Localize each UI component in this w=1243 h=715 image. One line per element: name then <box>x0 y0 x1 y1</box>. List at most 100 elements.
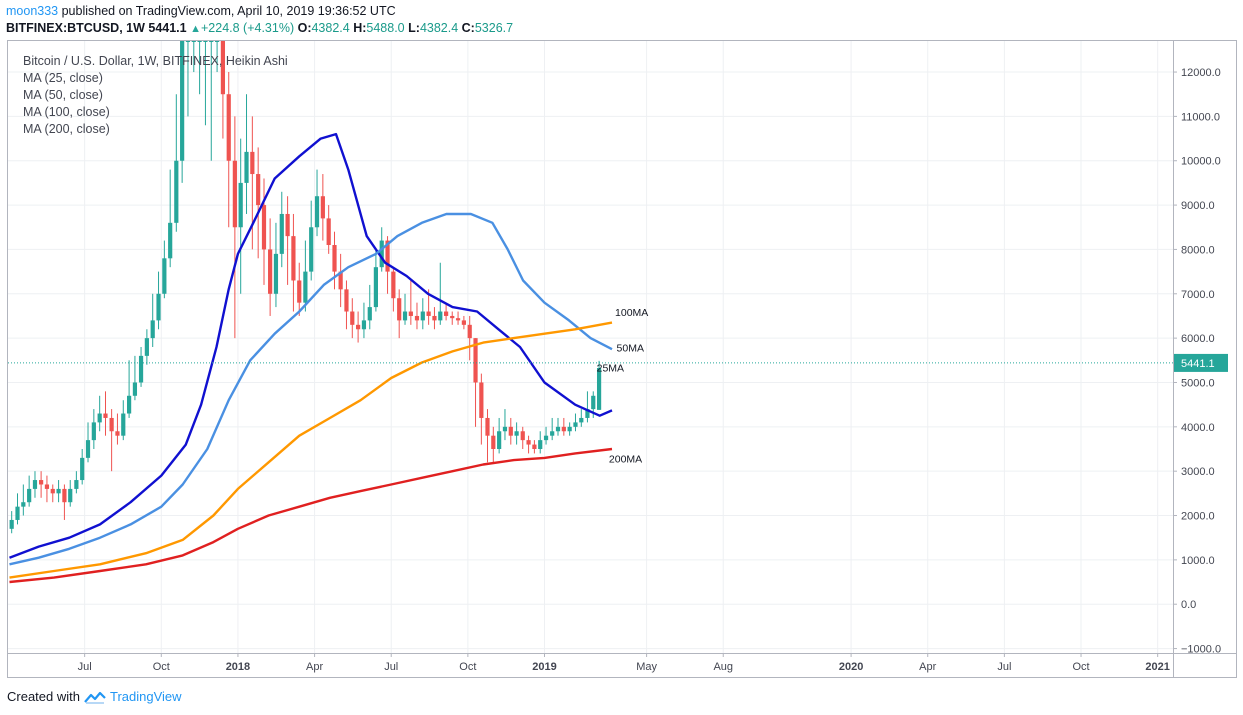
candle-body <box>121 413 126 436</box>
open-label: O: <box>297 21 312 35</box>
candle-body <box>391 271 396 299</box>
candle-body <box>426 311 431 316</box>
candle-body <box>408 311 413 316</box>
candle-body <box>514 431 519 436</box>
candle-body <box>50 488 55 494</box>
candle-body <box>585 409 590 418</box>
y-tick-label: 2000.0 <box>1181 511 1215 523</box>
y-tick-label: 8000.0 <box>1181 244 1215 256</box>
y-tick-label: 0.0 <box>1181 599 1196 611</box>
ma-line-50ma <box>9 212 613 566</box>
candle-body <box>344 289 349 312</box>
candle-body <box>461 320 466 325</box>
y-tick-label: 10000.0 <box>1181 156 1221 168</box>
candle-body <box>27 488 32 503</box>
ma-annotation: 100MA <box>615 307 648 319</box>
candle-body <box>502 426 508 432</box>
candle-body <box>39 480 44 485</box>
x-tick-label: Oct <box>153 661 170 673</box>
x-tick-label: 2021 <box>1145 661 1169 673</box>
y-tick-label: 6000.0 <box>1181 333 1215 345</box>
created-with-text: Created with <box>7 689 80 704</box>
legend-ma200: MA (200, close) <box>23 122 110 136</box>
candle-body <box>138 355 144 383</box>
close-value: 5326.7 <box>474 21 514 35</box>
candle-body <box>450 315 455 319</box>
candle-body <box>268 249 273 294</box>
candle-body <box>538 440 543 449</box>
candle-body <box>244 151 249 183</box>
x-tick-label: Apr <box>919 661 936 673</box>
candle-body <box>279 213 284 254</box>
low-label: L: <box>408 21 420 35</box>
candle-body <box>56 488 61 494</box>
last-price-badge <box>1174 353 1228 372</box>
chart-frame[interactable]: −1000.0 0.0 1000.0 2000.0 3000.0 4000.0 5000.0… <box>7 40 1237 678</box>
x-tick-label: Jul <box>384 661 398 673</box>
candle-body <box>21 502 26 507</box>
candle-body <box>74 480 79 489</box>
legend-ma25: MA (25, close) <box>23 71 103 85</box>
candle-body <box>497 431 502 449</box>
candle-body <box>9 519 14 529</box>
author-link[interactable]: moon333 <box>6 4 59 18</box>
candle-body <box>115 431 120 436</box>
x-tick-label: Aug <box>713 661 733 673</box>
candle-body <box>15 506 20 520</box>
candle-body <box>338 271 343 290</box>
candle-body <box>109 417 114 432</box>
candle-body <box>432 315 437 321</box>
ohlc-line: BITFINEX:BTCUSD, 1W 5441.1 ▲+224.8 (+4.3… <box>6 21 513 35</box>
x-tick-label: 2020 <box>839 661 863 673</box>
x-tick-label: Jul <box>997 661 1011 673</box>
candle-body <box>261 205 267 250</box>
candle-body <box>526 440 531 445</box>
candle-body <box>85 440 91 458</box>
candle-body <box>573 422 578 427</box>
candle-body <box>326 218 331 245</box>
candle-body <box>226 94 231 161</box>
candle-body <box>238 182 243 228</box>
publish-line: moon333 published on TradingView.com, Ap… <box>6 4 396 18</box>
footer: Created with TradingView <box>7 689 182 704</box>
candle-body <box>291 236 296 281</box>
candle-body <box>367 307 372 321</box>
legend-title: Bitcoin / U.S. Dollar, 1W, BITFINEX, Hei… <box>23 54 288 68</box>
candle-body <box>44 484 50 489</box>
candle-body <box>555 426 561 432</box>
candle-body <box>126 395 132 414</box>
candle-body <box>250 151 255 175</box>
candle-body <box>285 213 290 237</box>
x-tick-label: Apr <box>306 661 323 673</box>
candle-body <box>156 293 161 321</box>
x-tick-label: 2018 <box>226 661 250 673</box>
candle-body <box>256 174 261 206</box>
high-value: 5488.0 <box>366 21 405 35</box>
candle-body <box>479 382 484 418</box>
candle-body <box>438 311 443 321</box>
candle-body <box>591 395 596 410</box>
tradingview-brand[interactable]: TradingView <box>109 689 182 704</box>
candle-body <box>356 324 361 330</box>
candle-body <box>491 435 496 449</box>
candle-body <box>68 488 73 503</box>
candle-body <box>174 160 179 223</box>
legend-ma100: MA (100, close) <box>23 105 110 119</box>
high-label: H: <box>353 21 367 35</box>
y-tick-label: 11000.0 <box>1181 111 1220 123</box>
candle-body <box>350 311 355 325</box>
candle-body <box>197 41 202 42</box>
candle-body <box>273 253 279 294</box>
ma-line-200ma <box>9 447 613 584</box>
candle-body <box>550 431 555 436</box>
symbol-label: BITFINEX:BTCUSD, 1W <box>6 21 145 35</box>
legend-ma50: MA (50, close) <box>23 88 103 102</box>
candle-body <box>596 367 602 410</box>
candle-body <box>543 435 549 441</box>
price-chart[interactable]: −1000.0 0.0 1000.0 2000.0 3000.0 4000.0 5000.0… <box>8 41 1236 677</box>
candle-body <box>420 311 425 321</box>
candle-body <box>103 413 108 418</box>
candle-body <box>303 271 308 303</box>
last-price-label: 5441.1 <box>1181 358 1215 370</box>
candle-body <box>320 196 325 219</box>
